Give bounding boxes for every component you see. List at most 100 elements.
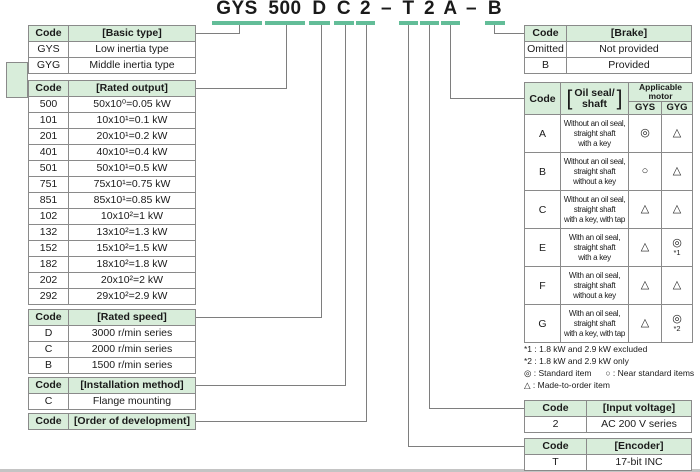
code-header: Code xyxy=(28,25,69,42)
rated-speed-header: [Rated speed] xyxy=(68,309,196,326)
table-row: 501 50x10¹=0.5 kW xyxy=(28,160,196,177)
gys-availability: △ xyxy=(628,228,662,267)
availability-symbol: △ xyxy=(672,165,682,177)
footnote-1: *1 : 1.8 kW and 2.9 kW excluded xyxy=(524,344,648,354)
legend-near-standard-item: ○ : Near standard items xyxy=(605,368,695,378)
cell-code: D xyxy=(28,325,69,342)
cell-code: B xyxy=(524,57,567,74)
availability-symbol: ◎ xyxy=(672,237,682,249)
cell-code: 2 xyxy=(524,416,587,433)
table-header-row: Code [Rated output] xyxy=(28,80,196,97)
cell-code: 202 xyxy=(28,272,69,289)
table-row: A Without an oil seal, straight shaft wit… xyxy=(524,114,694,153)
table-header-row: Code [Rated speed] xyxy=(28,309,196,326)
cell-code: B xyxy=(28,357,69,374)
segment-text: T xyxy=(402,0,415,19)
table-row: B Provided xyxy=(524,57,692,74)
segment-text: D xyxy=(312,0,327,19)
cell-code: 501 xyxy=(28,160,69,177)
basic-type-table: Code [Basic type] GYS Low inertia type GYG… xyxy=(28,25,196,74)
cell-code: A xyxy=(524,114,561,153)
cell-value: AC 200 V series xyxy=(586,416,692,433)
model-code-segment: 2 xyxy=(420,0,439,25)
code-header: Code xyxy=(28,413,69,430)
table-header-row: Code [Order of development] xyxy=(28,413,196,430)
segment-underline xyxy=(334,21,354,25)
gyg-column-header: GYG xyxy=(660,101,694,115)
gys-availability: △ xyxy=(628,304,662,343)
connector-line xyxy=(321,25,322,317)
connector-line xyxy=(494,33,524,34)
cell-code: B xyxy=(524,152,561,191)
segment-underline xyxy=(420,21,439,25)
model-code-segment: GYS xyxy=(212,0,262,25)
gyg-availability: △ xyxy=(660,152,694,191)
bracket-close: ] xyxy=(616,87,623,110)
cell-code: 152 xyxy=(28,240,69,257)
table-row: 201 20x10¹=0.2 kW xyxy=(28,128,196,145)
availability-symbol: △ xyxy=(672,203,682,215)
cell-code: 292 xyxy=(28,288,69,305)
encoder-table: Code [Encoder] T 17-bit INC xyxy=(524,438,692,471)
input-voltage-table: Code [Input voltage] 2 AC 200 V series xyxy=(524,400,692,433)
table-row: 132 13x10²=1.3 kW xyxy=(28,224,196,241)
model-code-segment: 2 xyxy=(356,0,375,25)
cell-value: 13x10²=1.3 kW xyxy=(68,224,196,241)
segment-text: 2 xyxy=(423,0,436,19)
legend-standard-item: ◎ : Standard item xyxy=(524,368,592,378)
cell-value: 40x10¹=0.4 kW xyxy=(68,144,196,161)
cell-code: 182 xyxy=(28,256,69,273)
cell-code: GYS xyxy=(28,41,69,58)
connector-line xyxy=(196,421,367,422)
rated-speed-table: Code [Rated speed] D 3000 r/min series C 20… xyxy=(28,309,196,374)
cell-value: 3000 r/min series xyxy=(68,325,196,342)
cell-code: C xyxy=(524,190,561,229)
cell-value: 85x10¹=0.85 kW xyxy=(68,192,196,209)
gyg-availability: ◎ *2 xyxy=(660,304,694,343)
cell-code: C xyxy=(28,341,69,358)
gyg-availability: △ xyxy=(660,114,694,153)
cell-description: With an oil seal, straight shaft with a … xyxy=(560,304,629,343)
code-header: Code xyxy=(28,309,69,326)
table-row: Omitted Not provided xyxy=(524,41,692,58)
encoder-header: [Encoder] xyxy=(586,438,692,455)
table-row: GYG Middle inertia type xyxy=(28,57,196,74)
cell-code: 401 xyxy=(28,144,69,161)
segment-underline xyxy=(265,21,305,25)
code-header: Code xyxy=(28,377,69,394)
cell-value: 75x10¹=0.75 kW xyxy=(68,176,196,193)
segment-underline xyxy=(485,21,505,25)
cell-code: T xyxy=(524,454,587,471)
code-header: Code xyxy=(524,82,561,115)
gys-availability: ○ xyxy=(628,152,662,191)
rated-output-header: [Rated output] xyxy=(68,80,196,97)
model-code-segment: C xyxy=(334,0,354,25)
cell-value: Provided xyxy=(566,57,692,74)
connector-line xyxy=(345,25,346,385)
gys-column-header: GYS xyxy=(628,101,662,115)
table-header-row: Code [Input voltage] xyxy=(524,400,692,417)
cell-value: 18x10²=1.8 kW xyxy=(68,256,196,273)
cell-code: E xyxy=(524,228,561,267)
oil-seal-label: Oil seal/ shaft xyxy=(574,86,615,110)
window-edge xyxy=(0,469,700,472)
brake-table: Code [Brake] Omitted Not provided B Provide… xyxy=(524,25,692,74)
cell-value: 29x10²=2.9 kW xyxy=(68,288,196,305)
availability-note: *2 xyxy=(673,324,681,333)
segment-text: B xyxy=(487,0,503,19)
model-code-segment: T xyxy=(399,0,418,25)
applicable-motor-header: Applicable motor xyxy=(627,82,694,102)
cell-value: Flange mounting xyxy=(68,393,196,410)
table-row: 851 85x10¹=0.85 kW xyxy=(28,192,196,209)
cell-value: Not provided xyxy=(566,41,692,58)
cell-code: G xyxy=(524,304,561,343)
table-header-row: Code [Brake] xyxy=(524,25,692,42)
cell-value: 50x10¹=0.5 kW xyxy=(68,160,196,177)
table-header-row: Code [Basic type] xyxy=(28,25,196,42)
footnote-2: *2 : 1.8 kW and 2.9 kW only xyxy=(524,356,629,366)
segment-text: – xyxy=(380,0,393,19)
model-code-segment: B xyxy=(485,0,505,25)
connector-line xyxy=(450,98,524,99)
table-header-row: Code [Oil seal/ shaft] Applicable motor xyxy=(524,82,694,115)
connector-line xyxy=(366,25,367,421)
